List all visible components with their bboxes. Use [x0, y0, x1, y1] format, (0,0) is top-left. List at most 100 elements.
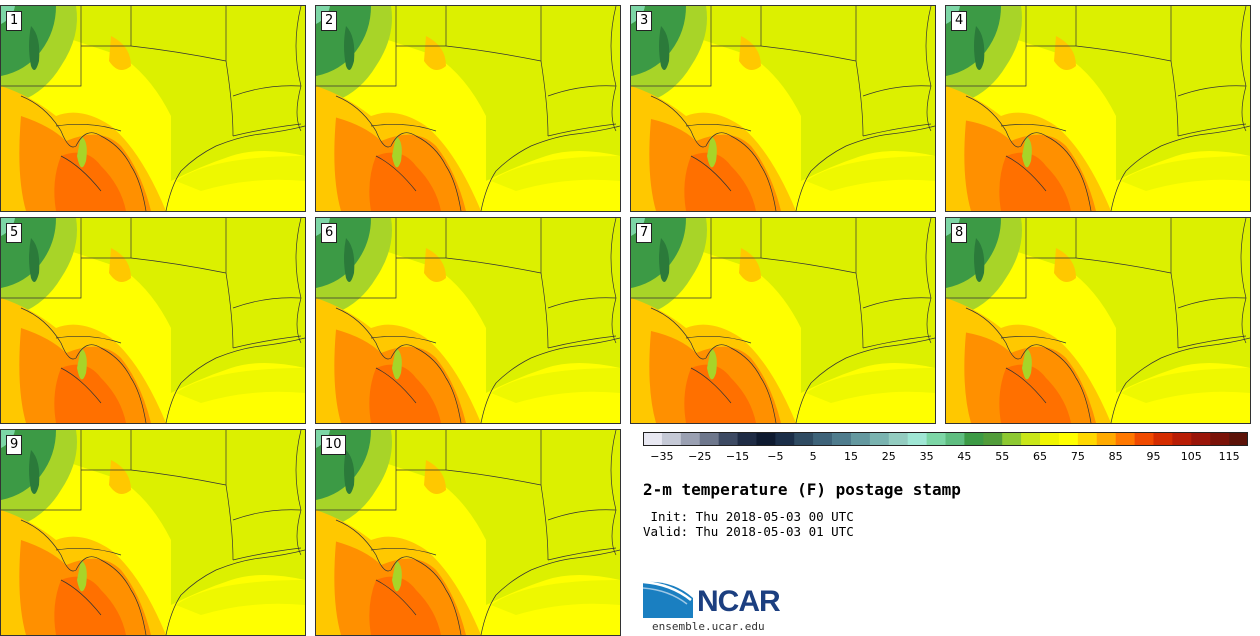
temperature-zone	[392, 560, 402, 592]
temperature-zone	[344, 450, 355, 494]
temperature-zone	[491, 368, 620, 403]
temperature-zone	[392, 136, 402, 168]
state-border-line	[1110, 125, 1250, 211]
colorbar-swatch	[1210, 432, 1230, 446]
state-border-line	[480, 125, 620, 211]
state-border-line	[316, 218, 397, 299]
colorbar-frame	[643, 432, 1248, 446]
state-border-line	[540, 484, 549, 561]
state-border-line	[540, 272, 549, 349]
panel-label: 9	[6, 435, 23, 455]
temperature-zone	[446, 6, 546, 66]
map-panel-2: 2	[315, 5, 621, 212]
temperature-zone	[1121, 368, 1250, 403]
colorbar-tick-label: 85	[1108, 450, 1123, 463]
state-border-line	[1005, 367, 1047, 404]
state-border-line	[445, 6, 542, 62]
temperature-map	[1, 218, 305, 423]
map-panel-6: 6	[315, 217, 621, 424]
state-border-line	[946, 6, 1027, 87]
colorbar-swatch	[699, 432, 719, 446]
temperature-zone	[684, 364, 756, 423]
state-border-line	[130, 218, 227, 274]
temperature-zone	[369, 364, 441, 423]
temperature-zone	[491, 580, 620, 615]
state-border-line	[165, 337, 305, 423]
state-border-line	[855, 272, 864, 349]
state-border-line	[547, 123, 617, 137]
state-border-line	[445, 430, 542, 486]
temperature-zone	[176, 580, 305, 615]
colorbar-tick-label: 55	[995, 450, 1010, 463]
temperature-zone	[54, 576, 127, 635]
state-border-line	[1177, 123, 1247, 137]
colorbar-swatch	[1040, 432, 1060, 446]
temperature-zone	[707, 348, 717, 380]
temperature-zone	[491, 156, 620, 191]
temperature-zone	[131, 218, 231, 278]
init-time: Init: Thu 2018-05-03 00 UTC	[643, 509, 854, 524]
temperature-zone	[999, 152, 1071, 211]
temperature-zone	[446, 430, 546, 490]
colorbar-swatch	[945, 432, 965, 446]
colorbar-swatch	[1058, 432, 1079, 446]
temperature-zone	[446, 218, 546, 278]
state-border-line	[335, 307, 462, 423]
state-border-line	[795, 125, 935, 211]
colorbar-swatch	[1229, 432, 1248, 446]
valid-time: Valid: Thu 2018-05-03 01 UTC	[643, 524, 854, 539]
temperature-zone	[176, 156, 305, 191]
state-border-line	[165, 125, 305, 211]
state-border-line	[547, 547, 617, 561]
state-border-line	[225, 60, 234, 137]
map-panel-5: 5	[0, 217, 306, 424]
colorbar-swatch	[643, 432, 663, 446]
temperature-zone	[54, 152, 127, 211]
temperature-zone	[109, 460, 131, 494]
colorbar-tick-label: 5	[809, 450, 817, 463]
colorbar-tick-label: 115	[1218, 450, 1240, 463]
colorbar-tick-label: 65	[1033, 450, 1048, 463]
temperature-map	[631, 218, 935, 423]
colorbar-swatch	[1077, 432, 1098, 446]
state-border-line	[165, 549, 305, 635]
logo-url: ensemble.ucar.edu	[652, 620, 765, 633]
colorbar-tick-label: −25	[688, 450, 712, 463]
colorbar-tick-label: 95	[1146, 450, 1161, 463]
temperature-map	[316, 218, 620, 423]
state-border-line	[690, 367, 732, 404]
state-border-line	[225, 484, 234, 561]
state-border-line	[60, 155, 102, 192]
state-border-line	[20, 95, 147, 211]
state-border-line	[760, 218, 857, 274]
temperature-map	[316, 6, 620, 211]
temperature-zone	[344, 238, 355, 282]
state-border-line	[375, 367, 417, 404]
colorbar-swatch	[680, 432, 701, 446]
state-border-line	[130, 6, 227, 62]
state-border-line	[862, 85, 932, 97]
colorbar-swatch	[794, 432, 814, 446]
state-border-line	[1170, 272, 1179, 349]
colorbar-swatch	[718, 432, 738, 446]
temperature-zone	[131, 430, 231, 490]
colorbar-swatch	[775, 432, 795, 446]
colorbar-swatch	[1153, 432, 1173, 446]
temperature-zone	[659, 238, 670, 282]
map-panel-4: 4	[945, 5, 1251, 212]
colorbar-tick-label: −35	[650, 450, 674, 463]
temperature-zone	[77, 136, 87, 168]
state-border-line	[1110, 337, 1250, 423]
state-border-line	[685, 335, 752, 344]
colorbar-swatch	[926, 432, 946, 446]
temperature-zone	[131, 6, 231, 66]
colorbar-labels: −35 −25 −15 −5 5 15 25 35 45 55 65 75 85 95 105 115	[643, 450, 1248, 466]
state-border-line	[480, 337, 620, 423]
temperature-zone	[806, 156, 935, 191]
state-border-line	[55, 335, 122, 344]
state-border-line	[1005, 155, 1047, 192]
panel-label: 5	[6, 223, 23, 243]
temperature-zone	[1022, 136, 1032, 168]
colorbar-swatch	[1096, 432, 1116, 446]
temperature-zone	[806, 368, 935, 403]
